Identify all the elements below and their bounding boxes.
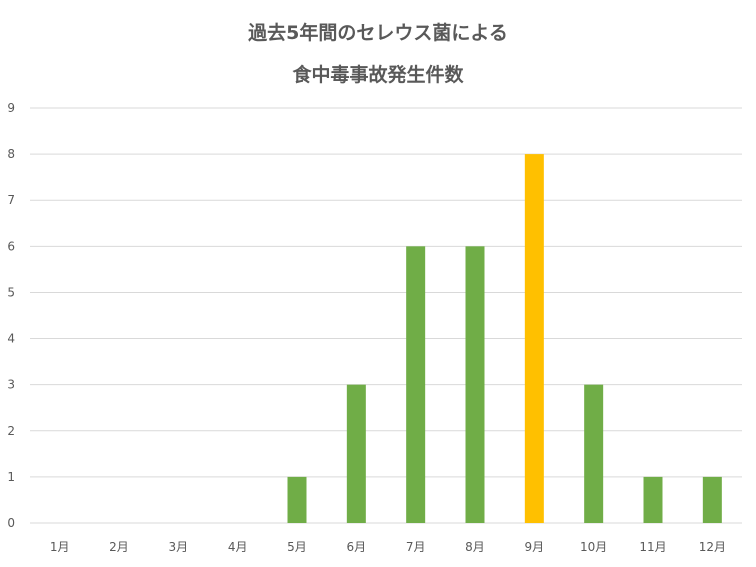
x-tick-label: 9月 [525, 540, 545, 554]
bar [287, 476, 307, 523]
bar [643, 476, 663, 523]
y-tick-label: 7 [7, 193, 15, 207]
y-tick-label: 4 [7, 332, 15, 346]
x-tick-label: 1月 [50, 540, 70, 554]
x-tick-label: 11月 [639, 540, 666, 554]
bar [406, 246, 426, 524]
x-tick-label: 6月 [347, 540, 367, 554]
chart-title-line-1: 過去5年間のセレウス菌による [248, 22, 508, 44]
x-tick-label: 10月 [580, 540, 607, 554]
bar [524, 154, 544, 523]
bar [584, 384, 604, 523]
x-tick-label: 3月 [169, 540, 189, 554]
bar [346, 384, 366, 523]
y-tick-label: 2 [7, 424, 15, 438]
y-tick-label: 3 [7, 378, 15, 392]
x-tick-label: 5月 [287, 540, 307, 554]
y-tick-label: 0 [7, 516, 15, 530]
y-tick-label: 1 [7, 470, 15, 484]
y-tick-label: 6 [7, 239, 15, 253]
x-tick-label: 8月 [465, 540, 485, 554]
bar [702, 476, 722, 523]
y-tick-label: 8 [7, 147, 15, 161]
chart-title-line-2: 食中毒事故発生件数 [292, 64, 464, 86]
bar [465, 246, 485, 524]
y-tick-label: 9 [7, 101, 15, 115]
x-tick-label: 2月 [109, 540, 129, 554]
x-tick-label: 4月 [228, 540, 248, 554]
x-tick-label: 7月 [406, 540, 426, 554]
y-tick-label: 5 [7, 285, 15, 299]
x-tick-label: 12月 [699, 540, 726, 554]
